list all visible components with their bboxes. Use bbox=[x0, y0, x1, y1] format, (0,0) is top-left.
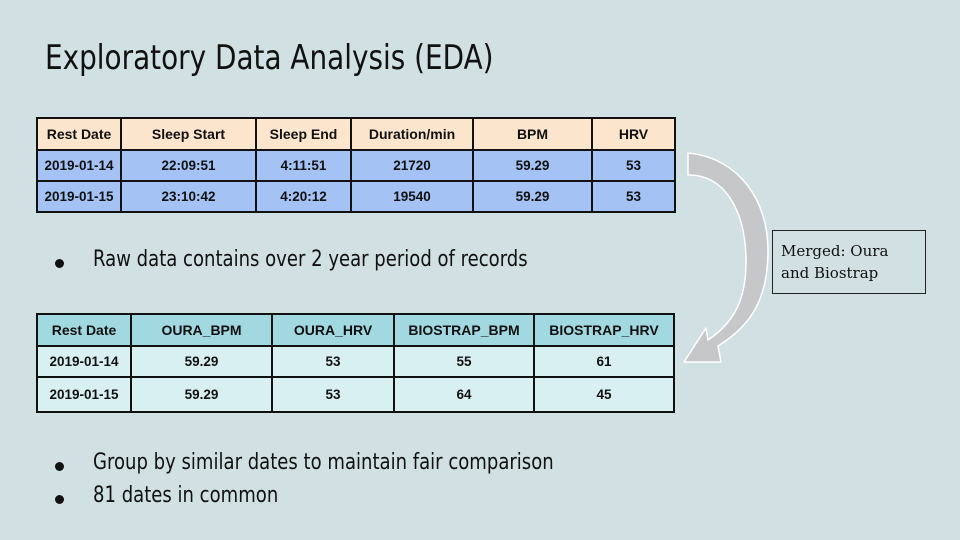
table-cell: 2019-01-15 bbox=[36, 180, 122, 213]
column-header: Rest Date bbox=[36, 117, 122, 151]
bullet-dot-icon bbox=[55, 495, 64, 504]
column-header: BIOSTRAP_BPM bbox=[393, 313, 535, 347]
column-header: Sleep End bbox=[255, 117, 352, 151]
table-cell: 53 bbox=[591, 180, 676, 213]
table-header-row: Rest Date OURA_BPM OURA_HRV BIOSTRAP_BPM… bbox=[36, 313, 675, 347]
bullet-dot-icon bbox=[55, 462, 64, 471]
column-header: OURA_BPM bbox=[130, 313, 273, 347]
column-header: Rest Date bbox=[36, 313, 132, 347]
table-cell: 22:09:51 bbox=[120, 149, 257, 182]
column-header: Sleep Start bbox=[120, 117, 257, 151]
bullet-dot-icon bbox=[55, 259, 64, 268]
table-cell: 4:11:51 bbox=[255, 149, 352, 182]
table-cell: 59.29 bbox=[472, 149, 593, 182]
table-cell: 64 bbox=[393, 376, 535, 413]
table-cell: 59.29 bbox=[130, 345, 273, 378]
table-cell: 2019-01-14 bbox=[36, 149, 122, 182]
curved-arrow-icon bbox=[683, 152, 769, 363]
table-cell: 59.29 bbox=[472, 180, 593, 213]
bullet-text: Raw data contains over 2 year period of … bbox=[93, 247, 528, 272]
table-cell: 53 bbox=[591, 149, 676, 182]
table-cell: 61 bbox=[533, 345, 675, 378]
column-header: Duration/min bbox=[350, 117, 474, 151]
table-row: 2019-01-14 59.29 53 55 61 bbox=[36, 345, 675, 378]
merge-callout: Merged: Oura and Biostrap bbox=[772, 230, 926, 294]
column-header: OURA_HRV bbox=[271, 313, 395, 347]
table-row: 2019-01-15 23:10:42 4:20:12 19540 59.29 … bbox=[36, 180, 676, 213]
table-header-row: Rest Date Sleep Start Sleep End Duration… bbox=[36, 117, 676, 151]
merged-data-table: Rest Date OURA_BPM OURA_HRV BIOSTRAP_BPM… bbox=[36, 313, 675, 413]
table-cell: 53 bbox=[271, 376, 395, 413]
table-cell: 53 bbox=[271, 345, 395, 378]
column-header: BIOSTRAP_HRV bbox=[533, 313, 675, 347]
table-row: 2019-01-15 59.29 53 64 45 bbox=[36, 376, 675, 413]
table-cell: 2019-01-14 bbox=[36, 345, 132, 378]
table-cell: 4:20:12 bbox=[255, 180, 352, 213]
table-cell: 2019-01-15 bbox=[36, 376, 132, 413]
table-cell: 23:10:42 bbox=[120, 180, 257, 213]
table-cell: 19540 bbox=[350, 180, 474, 213]
table-cell: 45 bbox=[533, 376, 675, 413]
bullet-text: Group by similar dates to maintain fair … bbox=[93, 450, 554, 475]
table-cell: 21720 bbox=[350, 149, 474, 182]
slide-title: Exploratory Data Analysis (EDA) bbox=[45, 38, 494, 78]
table-row: 2019-01-14 22:09:51 4:11:51 21720 59.29 … bbox=[36, 149, 676, 182]
table-cell: 55 bbox=[393, 345, 535, 378]
bullet-text: 81 dates in common bbox=[93, 483, 279, 508]
sleep-data-table: Rest Date Sleep Start Sleep End Duration… bbox=[36, 117, 676, 213]
column-header: HRV bbox=[591, 117, 676, 151]
table-cell: 59.29 bbox=[130, 376, 273, 413]
column-header: BPM bbox=[472, 117, 593, 151]
